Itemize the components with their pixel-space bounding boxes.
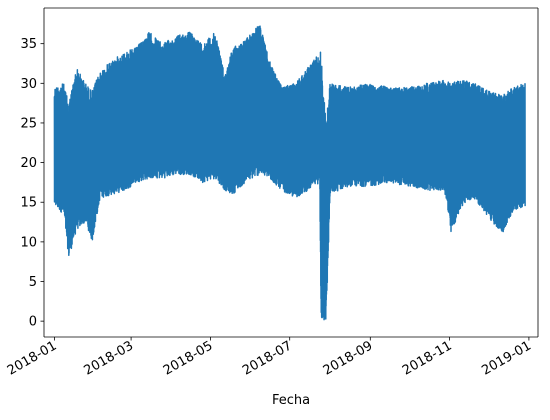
y-tick-label: 5 — [29, 275, 37, 290]
x-axis-label: Fecha — [272, 393, 310, 408]
y-tick-label: 10 — [20, 235, 37, 250]
axes-layer — [43, 7, 539, 338]
y-tick-label: 25 — [20, 116, 37, 131]
series-line-0 — [53, 25, 526, 321]
series-layer — [53, 25, 526, 321]
y-tick-label: 0 — [29, 315, 37, 330]
y-tick-label: 15 — [20, 196, 37, 211]
y-tick-label: 30 — [20, 77, 37, 92]
y-tick-label: 20 — [20, 156, 37, 171]
y-tick-label: 35 — [20, 37, 37, 52]
